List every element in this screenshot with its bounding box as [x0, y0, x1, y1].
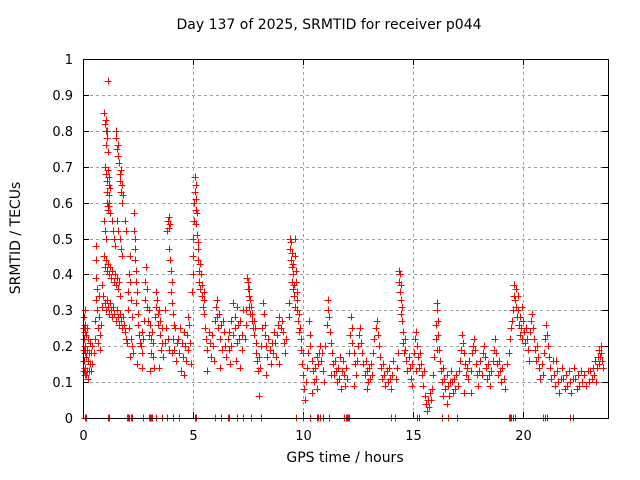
x-tick-label: 20	[515, 429, 532, 444]
y-tick-label: 0.8	[52, 125, 73, 140]
x-tick-label: 5	[189, 429, 197, 444]
data-points	[80, 77, 607, 422]
y-tick-label: 0.3	[52, 304, 73, 319]
y-tick-label: 0.6	[52, 197, 73, 212]
y-tick-label: 0.1	[52, 376, 73, 391]
x-tick-label: 10	[295, 429, 312, 444]
chart-title: Day 137 of 2025, SRMTID for receiver p04…	[176, 17, 481, 33]
x-tick-label: 15	[405, 429, 422, 444]
x-axis-label: GPS time / hours	[286, 450, 403, 466]
y-tick-label: 0.2	[52, 340, 73, 355]
y-tick-label: 1	[65, 53, 73, 68]
x-tick-label: 0	[79, 429, 87, 444]
y-tick-label: 0.9	[52, 89, 73, 104]
grid-lines	[84, 60, 607, 417]
axis-tick-labels: 0 5 10 15 20 0 0.1 0.2 0.3 0.4 0.5 0.6 0.7 0.8 0.9 1	[52, 53, 531, 444]
y-tick-label: 0	[65, 412, 73, 427]
y-tick-label: 0.7	[52, 161, 73, 176]
y-tick-label: 0.4	[52, 268, 73, 283]
y-axis-label: SRMTID / TECUs	[8, 182, 24, 295]
y-tick-label: 0.5	[52, 233, 73, 248]
axis-ticks	[83, 59, 608, 419]
plot-border	[83, 59, 609, 419]
